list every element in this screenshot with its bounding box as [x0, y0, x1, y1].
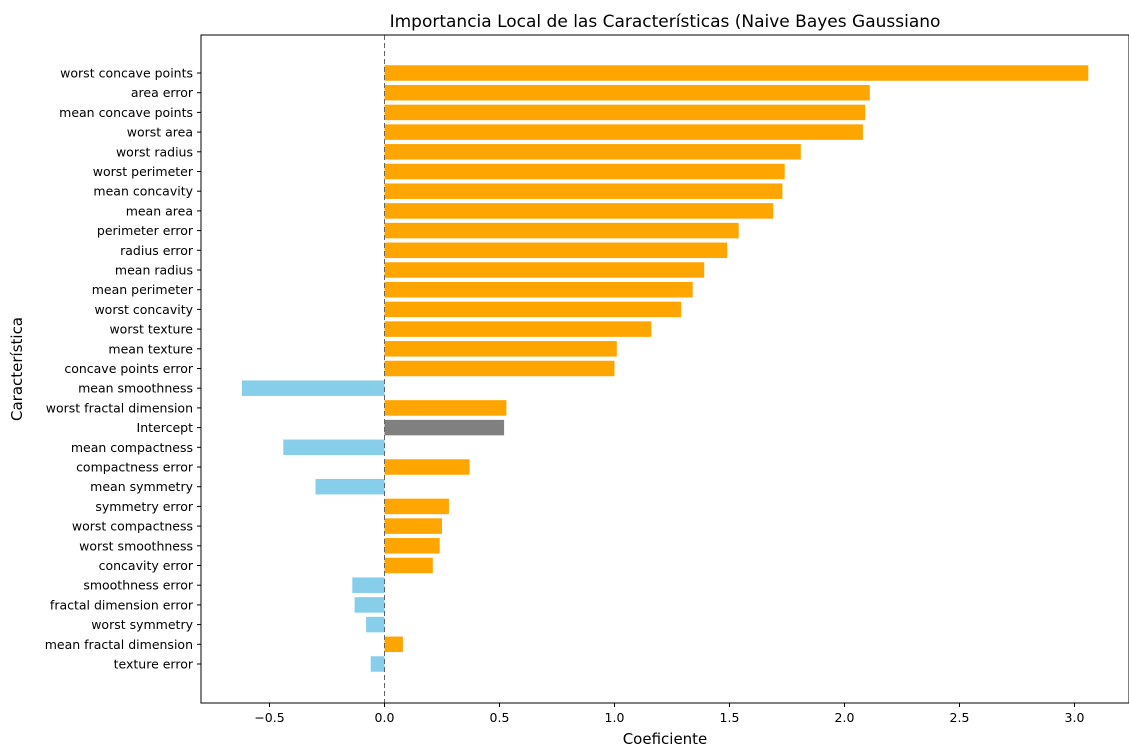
x-tick-label: 3.0 [1065, 710, 1085, 725]
bar-worst-perimeter [384, 163, 785, 180]
bar-radius-error [384, 242, 728, 259]
bar-worst-area [384, 124, 863, 140]
y-tick-label: mean symmetry [90, 479, 193, 494]
y-tick-label: symmetry error [95, 499, 193, 514]
bar-texture-error [370, 656, 385, 672]
x-axis-ticks: −0.5 0.0 0.5 1.0 1.5 2.0 2.5 3.0 [254, 703, 1084, 725]
y-tick-label: area error [131, 85, 194, 100]
bar-fractal-dimension-error [354, 597, 385, 613]
y-axis-title: Característica [8, 317, 26, 421]
x-tick-label: 2.5 [950, 710, 970, 725]
y-tick-label: concave points error [64, 361, 194, 376]
bar-mean-symmetry [315, 478, 385, 495]
y-tick-label: worst texture [109, 322, 193, 337]
bar-mean-smoothness [241, 380, 385, 396]
y-tick-label: concavity error [99, 558, 194, 573]
y-tick-label: perimeter error [97, 223, 194, 238]
y-axis-ticks: worst concave points area error mean conca… [45, 66, 201, 672]
bar-worst-radius [384, 144, 801, 160]
x-tick-label: 0.0 [375, 710, 395, 725]
bar-concave-points-error [384, 360, 615, 377]
y-tick-label: worst fractal dimension [46, 400, 193, 415]
bar-compactness-error [384, 459, 470, 475]
bar-mean-area [384, 203, 774, 219]
bar-mean-concave-points [384, 104, 866, 121]
bar-worst-smoothness [384, 538, 440, 554]
bar-worst-texture [384, 321, 652, 337]
x-tick-label: 1.0 [605, 710, 625, 725]
y-tick-label: radius error [120, 243, 194, 258]
y-tick-label: mean area [126, 203, 193, 218]
x-tick-label: 1.5 [720, 710, 740, 725]
bar-symmetry-error [384, 498, 449, 515]
bar-mean-texture [384, 341, 617, 357]
y-tick-label: worst concavity [94, 302, 193, 317]
bar-worst-concavity [384, 301, 682, 318]
bar-area-error [384, 84, 870, 101]
bar-intercept [384, 419, 505, 436]
chart-title: Importancia Local de las Características… [390, 12, 941, 32]
y-tick-label: fractal dimension error [50, 597, 194, 612]
y-tick-label: mean perimeter [92, 282, 194, 297]
x-tick-label: 0.5 [490, 710, 510, 725]
bar-smoothness-error [352, 577, 385, 593]
y-tick-label: worst area [127, 125, 193, 140]
y-tick-label: mean compactness [71, 440, 193, 455]
bar-worst-concave-points [384, 65, 1089, 81]
bars-group [241, 65, 1089, 672]
y-tick-label: compactness error [76, 460, 194, 475]
y-tick-label: mean radius [115, 263, 193, 278]
y-tick-label: worst radius [116, 144, 193, 159]
y-tick-label: texture error [114, 657, 194, 672]
bar-mean-perimeter [384, 281, 693, 298]
y-tick-label: mean concavity [93, 184, 193, 199]
y-tick-label: worst perimeter [93, 164, 194, 179]
bar-worst-fractal-dimension [384, 400, 507, 416]
bar-mean-compactness [283, 439, 385, 456]
x-tick-label: −0.5 [254, 710, 284, 725]
bar-mean-radius [384, 262, 705, 278]
y-tick-label: smoothness error [83, 578, 194, 593]
y-tick-label: worst concave points [60, 66, 193, 81]
bar-worst-compactness [384, 518, 442, 534]
y-tick-label: worst symmetry [91, 617, 193, 632]
bar-mean-concavity [384, 183, 783, 199]
y-tick-label: worst compactness [72, 519, 193, 534]
y-tick-label: Intercept [137, 420, 194, 435]
x-axis-title: Coeficiente [623, 730, 708, 746]
bar-concavity-error [384, 557, 433, 574]
y-tick-label: mean fractal dimension [45, 637, 193, 652]
bar-mean-fractal-dimension [384, 636, 403, 653]
y-tick-label: mean smoothness [78, 381, 193, 396]
bar-perimeter-error [384, 222, 739, 239]
bar-worst-symmetry [366, 616, 385, 633]
y-tick-label: mean concave points [59, 105, 193, 120]
y-tick-label: mean texture [108, 341, 193, 356]
x-tick-label: 2.0 [835, 710, 855, 725]
y-tick-label: worst smoothness [79, 538, 193, 553]
